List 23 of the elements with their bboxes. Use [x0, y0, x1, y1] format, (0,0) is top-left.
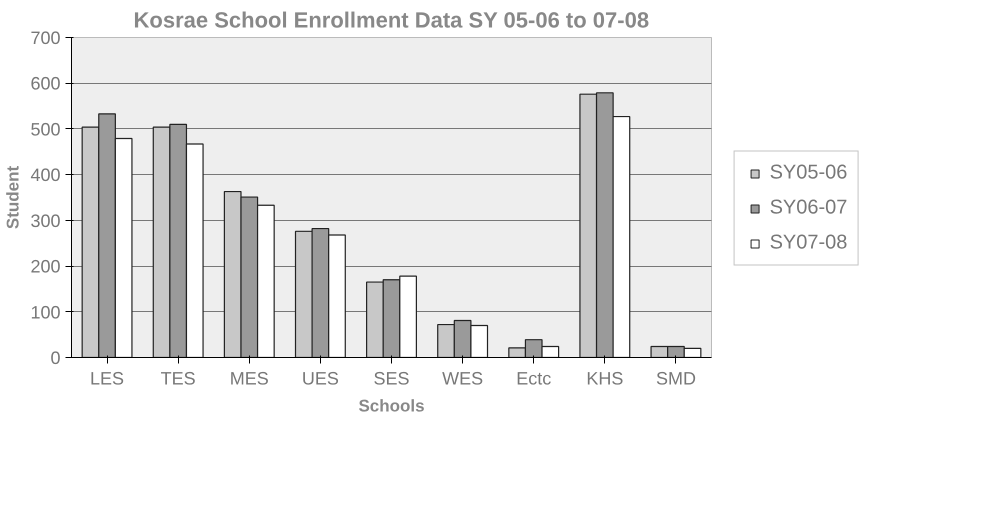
y-tick-label: 600 — [30, 74, 61, 94]
y-tick-label: 100 — [30, 302, 61, 322]
x-tick-label: Ectc — [516, 368, 552, 388]
x-axis-title: Schools — [358, 396, 425, 416]
y-tick-label: 500 — [30, 119, 61, 140]
x-tick-label: WES — [442, 368, 484, 388]
x-tick-label: SES — [373, 368, 410, 388]
y-tick-label: 300 — [30, 210, 61, 231]
y-tick-label: 200 — [30, 256, 61, 277]
x-tick-label: UES — [302, 368, 339, 388]
y-axis-title: Student — [3, 166, 22, 230]
chart-title: Kosrae School Enrollment Data SY 05-06 to 07-08 — [134, 8, 650, 32]
x-tick-label: TES — [160, 368, 196, 388]
y-tick-label: 700 — [30, 28, 61, 48]
x-tick-label: KHS — [586, 368, 624, 388]
legend-label: SY06-07 — [770, 196, 848, 220]
x-tick-label: SMD — [656, 368, 696, 388]
y-tick-label: 0 — [50, 348, 61, 368]
x-tick-label: MES — [230, 368, 269, 388]
y-tick-label: 400 — [30, 165, 61, 186]
x-tick-label: LES — [90, 368, 124, 388]
legend-label: SY05-06 — [770, 162, 848, 184]
legend-label: SY07-08 — [770, 232, 848, 254]
